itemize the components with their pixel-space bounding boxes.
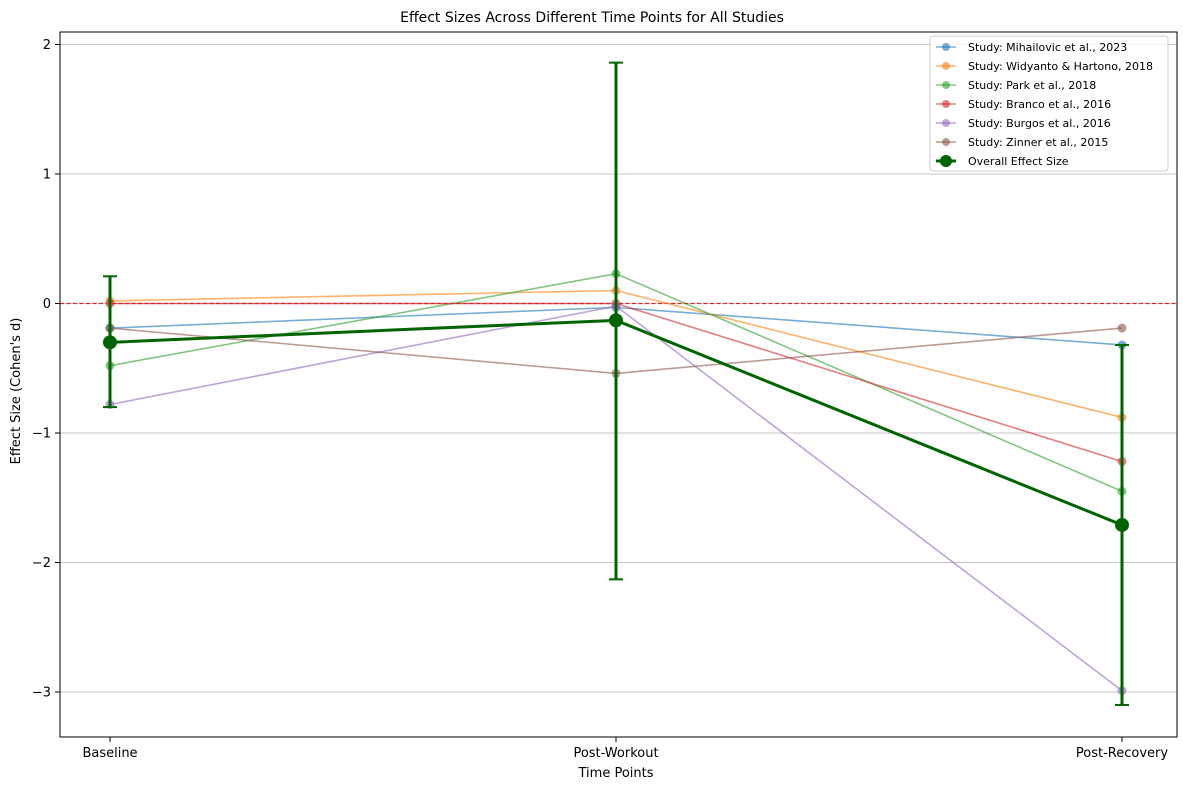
legend-item: Study: Mihailovic et al., 2023	[936, 41, 1127, 54]
y-tick-label: 0	[43, 297, 51, 312]
legend-item: Study: Branco et al., 2016	[936, 98, 1111, 111]
legend-swatch-marker	[942, 81, 950, 89]
y-tick-label: −2	[32, 556, 51, 571]
legend-swatch-marker	[940, 155, 952, 167]
legend-swatch-marker	[942, 100, 950, 108]
y-tick-label: −1	[32, 427, 51, 442]
overall-point	[103, 335, 117, 350]
legend-swatch-marker	[942, 119, 950, 127]
y-tick-label: 2	[43, 38, 51, 53]
legend-swatch-marker	[942, 138, 950, 146]
legend-item: Study: Widyanto & Hartono, 2018	[936, 60, 1153, 73]
legend-label: Study: Burgos et al., 2016	[968, 117, 1111, 130]
y-ticks: 2 1 0 −1 −2 −3	[32, 38, 60, 701]
y-tick-label: 1	[43, 168, 51, 183]
x-ticks: Baseline Post-Workout Post-Recovery	[82, 737, 1168, 761]
legend-label: Study: Park et al., 2018	[968, 79, 1096, 92]
y-axis-label: Effect Size (Cohen's d)	[9, 318, 24, 465]
x-tick-label: Baseline	[82, 746, 137, 761]
legend-label: Study: Widyanto & Hartono, 2018	[968, 60, 1153, 73]
legend-swatch-marker	[942, 62, 950, 70]
data-point	[1117, 323, 1127, 333]
legend-label: Study: Branco et al., 2016	[968, 98, 1111, 111]
legend-item: Study: Park et al., 2018	[936, 79, 1096, 92]
overall-point	[1115, 517, 1129, 532]
overall-point	[609, 313, 623, 328]
legend-label: Study: Mihailovic et al., 2023	[968, 41, 1127, 54]
x-tick-label: Post-Recovery	[1076, 746, 1168, 761]
chart-title: Effect Sizes Across Different Time Point…	[400, 10, 784, 26]
x-tick-label: Post-Workout	[573, 746, 658, 761]
legend-item: Study: Burgos et al., 2016	[936, 117, 1111, 130]
legend-item: Overall Effect Size	[936, 155, 1069, 168]
legend: Study: Mihailovic et al., 2023 Study: Wid…	[929, 35, 1169, 172]
legend-swatch-marker	[942, 43, 950, 51]
legend-box	[929, 35, 1169, 172]
legend-label: Overall Effect Size	[968, 155, 1069, 168]
plot-frame	[59, 31, 1178, 738]
legend-item: Study: Zinner et al., 2015	[936, 136, 1108, 149]
overall-layer	[103, 61, 1129, 706]
y-tick-label: −3	[32, 686, 51, 701]
x-axis-label: Time Points	[578, 766, 654, 781]
legend-label: Study: Zinner et al., 2015	[968, 136, 1108, 149]
